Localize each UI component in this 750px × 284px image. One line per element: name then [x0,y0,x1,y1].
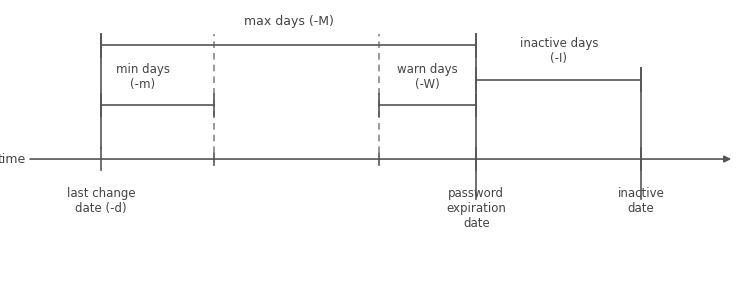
Text: time: time [0,153,26,166]
Text: inactive
date: inactive date [618,187,664,216]
Text: max days (-M): max days (-M) [244,15,334,28]
Text: password
expiration
date: password expiration date [446,187,506,230]
Text: min days
(-m): min days (-m) [116,63,170,91]
Text: last change
date (-d): last change date (-d) [67,187,136,216]
Text: inactive days
(-I): inactive days (-I) [520,37,598,65]
Text: warn days
(-W): warn days (-W) [398,63,458,91]
